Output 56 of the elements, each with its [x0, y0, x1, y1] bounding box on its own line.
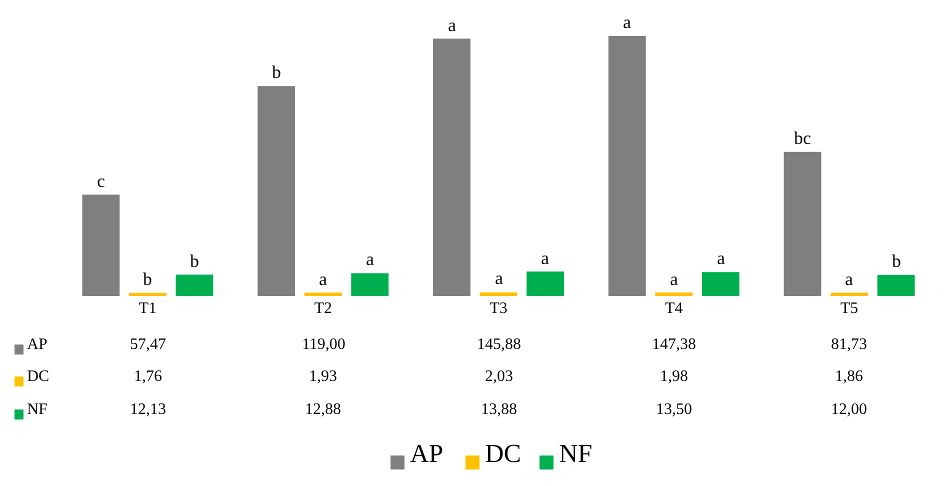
bar	[258, 86, 296, 296]
annotation: a	[845, 269, 853, 289]
annotation: b	[190, 251, 199, 271]
bar	[176, 274, 214, 296]
data-label: 2,03	[485, 368, 513, 385]
annotation: a	[495, 268, 503, 288]
bar	[830, 292, 868, 296]
data-label: 13,88	[481, 401, 517, 418]
data-label: 147,38	[652, 336, 696, 353]
bar	[655, 292, 693, 296]
data-label: 1,76	[134, 368, 162, 385]
data-label: 1,86	[835, 368, 863, 385]
bar	[304, 292, 342, 296]
bar	[526, 272, 564, 296]
data-label: 145,88	[477, 336, 521, 353]
text: NF	[27, 401, 48, 418]
data-label: 57,47	[130, 336, 166, 353]
data-label: 119,00	[302, 336, 346, 353]
text: a	[623, 12, 631, 32]
data-label: 1,98	[660, 368, 688, 385]
data-label: 12,00	[831, 401, 867, 418]
annotation: bc	[794, 128, 811, 148]
annotation: b	[892, 251, 901, 271]
x-tick-label: T3	[490, 300, 508, 317]
x-tick-label: T4	[665, 300, 683, 317]
annotation: b	[272, 62, 281, 82]
bar	[433, 38, 470, 296]
annotation: a	[541, 248, 549, 268]
text: AP	[410, 439, 444, 468]
data-label: 81,73	[831, 336, 867, 353]
bar	[877, 274, 915, 296]
bar	[128, 292, 166, 296]
data-label: 1,93	[309, 368, 337, 385]
bar	[480, 292, 518, 296]
annotation: a	[717, 248, 725, 268]
x-tick-label: T5	[840, 300, 858, 317]
legend-label: NF	[559, 439, 592, 468]
text: DC	[485, 439, 522, 468]
bar	[608, 36, 646, 296]
legend-label: AP	[27, 336, 48, 353]
data-label: 12,13	[130, 401, 166, 418]
annotation: c	[97, 171, 105, 191]
bar	[702, 272, 740, 296]
annotation: b	[143, 269, 152, 289]
bar	[784, 152, 822, 296]
annotation: a	[366, 249, 374, 269]
legend-label: DC	[27, 368, 50, 385]
annotation: a	[319, 269, 327, 289]
text: a	[448, 15, 456, 35]
x-tick-label: T2	[314, 300, 332, 317]
bar	[351, 273, 389, 296]
data-label: 12,88	[305, 401, 341, 418]
annotation: a	[670, 269, 678, 289]
x-tick-label: T1	[138, 300, 157, 317]
bar	[82, 194, 120, 296]
data-label: 13,50	[656, 401, 692, 418]
